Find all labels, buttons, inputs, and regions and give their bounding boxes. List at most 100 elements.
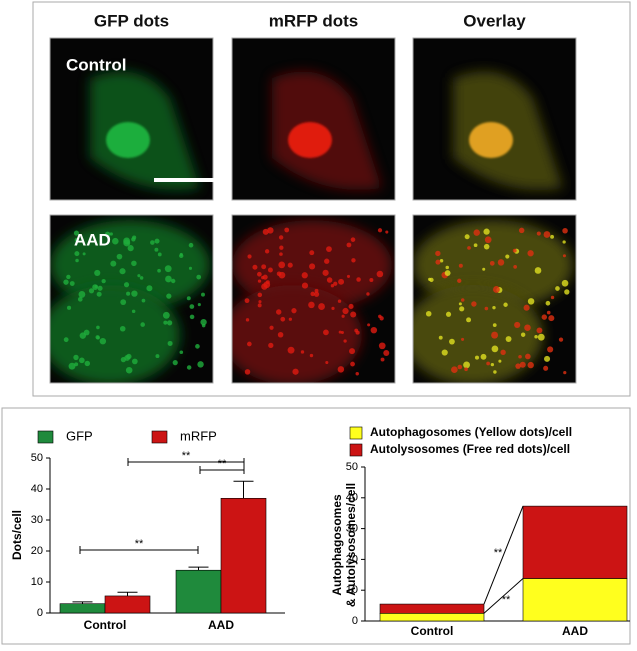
puncta xyxy=(279,252,283,256)
puncta xyxy=(484,306,489,311)
puncta xyxy=(96,291,102,297)
bar xyxy=(59,603,106,614)
puncta xyxy=(505,254,510,259)
puncta xyxy=(258,300,262,304)
puncta xyxy=(139,276,144,280)
puncta xyxy=(520,332,526,337)
puncta xyxy=(172,360,178,366)
puncta xyxy=(561,279,569,287)
puncta xyxy=(326,277,333,283)
puncta xyxy=(84,360,91,367)
puncta xyxy=(278,261,286,269)
micrograph-frame xyxy=(49,37,214,201)
y-axis-label: Dots/cell xyxy=(10,510,24,560)
nucleus xyxy=(106,122,150,158)
x-tick-label: AAD xyxy=(208,618,234,632)
legend-label: GFP xyxy=(66,428,93,443)
puncta xyxy=(287,346,295,354)
puncta xyxy=(483,228,490,235)
puncta xyxy=(310,291,315,297)
puncta xyxy=(527,298,535,305)
puncta xyxy=(146,285,153,292)
puncta xyxy=(314,288,319,293)
puncta xyxy=(474,355,480,360)
bar xyxy=(175,569,222,614)
puncta xyxy=(308,301,315,309)
puncta xyxy=(195,344,200,349)
puncta xyxy=(518,227,525,234)
puncta xyxy=(445,311,452,317)
x-tick-label: AAD xyxy=(562,624,588,638)
puncta xyxy=(492,305,496,310)
puncta xyxy=(563,371,567,375)
puncta xyxy=(498,359,502,363)
puncta xyxy=(291,308,297,314)
puncta xyxy=(527,250,534,257)
puncta xyxy=(463,361,471,369)
puncta xyxy=(125,366,133,374)
puncta xyxy=(527,361,534,369)
puncta xyxy=(189,304,195,309)
cell xyxy=(50,285,180,383)
puncta xyxy=(438,335,443,340)
puncta xyxy=(318,303,325,310)
puncta xyxy=(162,311,170,319)
puncta xyxy=(331,306,335,310)
puncta xyxy=(322,269,329,276)
puncta xyxy=(73,354,79,361)
puncta xyxy=(547,346,554,353)
puncta xyxy=(466,317,472,323)
puncta xyxy=(257,303,262,308)
puncta xyxy=(564,289,570,295)
cell xyxy=(232,285,362,383)
puncta xyxy=(524,324,531,331)
puncta xyxy=(116,253,123,260)
puncta xyxy=(355,372,359,376)
puncta xyxy=(385,230,389,234)
legend-label: mRFP xyxy=(180,428,217,443)
micrograph xyxy=(412,37,577,201)
puncta xyxy=(123,282,130,288)
cells xyxy=(453,71,563,190)
puncta xyxy=(74,251,80,257)
bar-segment xyxy=(379,612,485,622)
micrograph xyxy=(49,37,214,201)
puncta xyxy=(464,367,468,372)
puncta xyxy=(548,315,555,322)
puncta xyxy=(287,262,293,268)
cells xyxy=(272,71,382,190)
puncta xyxy=(141,298,146,303)
puncta xyxy=(486,361,491,366)
puncta xyxy=(482,267,486,271)
puncta xyxy=(94,284,98,289)
puncta xyxy=(491,331,499,339)
puncta xyxy=(279,245,284,250)
puncta xyxy=(154,238,160,244)
connector xyxy=(483,505,524,605)
puncta xyxy=(341,314,345,318)
puncta xyxy=(518,354,522,359)
puncta xyxy=(435,250,441,257)
puncta xyxy=(356,277,361,282)
nucleus xyxy=(288,122,332,158)
puncta xyxy=(519,361,526,368)
puncta xyxy=(188,242,194,248)
puncta xyxy=(489,260,495,266)
puncta xyxy=(165,275,172,283)
puncta xyxy=(505,336,512,342)
puncta xyxy=(366,292,370,296)
puncta xyxy=(265,280,270,285)
puncta xyxy=(261,264,267,270)
bar xyxy=(104,595,151,614)
y-tick-label: 0 xyxy=(37,607,43,619)
puncta xyxy=(370,326,378,334)
connector xyxy=(483,578,524,614)
puncta xyxy=(247,254,252,259)
puncta xyxy=(349,348,356,355)
puncta xyxy=(167,340,173,346)
puncta xyxy=(383,350,390,357)
puncta xyxy=(503,302,508,307)
puncta xyxy=(157,268,161,273)
puncta xyxy=(555,286,560,291)
puncta xyxy=(63,279,69,285)
